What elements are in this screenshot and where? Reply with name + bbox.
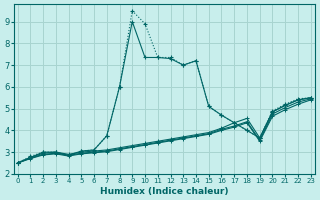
X-axis label: Humidex (Indice chaleur): Humidex (Indice chaleur) xyxy=(100,187,228,196)
